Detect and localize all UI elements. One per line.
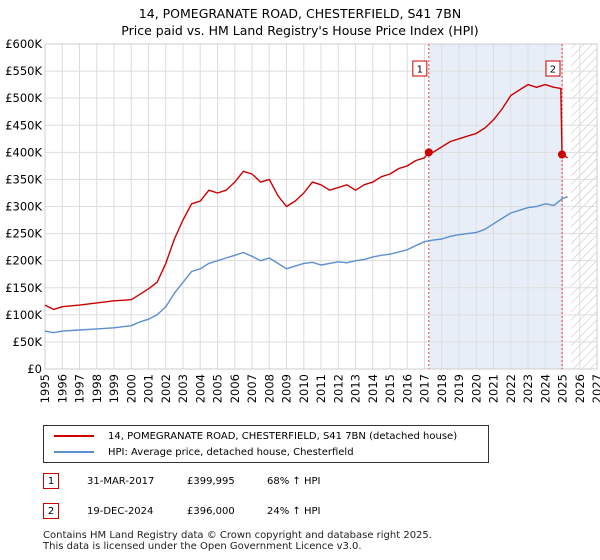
x-tick-label: 2004 [193, 374, 207, 403]
title-line-2: Price paid vs. HM Land Registry's House … [121, 23, 479, 38]
x-tick-label: 1997 [73, 374, 87, 403]
chart-title: 14, POMEGRANATE ROAD, CHESTERFIELD, S41 … [0, 5, 600, 39]
y-tick-label: £400K [5, 145, 42, 159]
legend-item-property: 14, POMEGRANATE ROAD, CHESTERFIELD, S41 … [54, 428, 457, 444]
x-tick-label: 2005 [211, 374, 225, 403]
annotation-row-1: 1 31-MAR-2017 £399,995 68% ↑ HPI [43, 473, 320, 489]
y-tick-label: £300K [5, 200, 42, 214]
footer-copyright: Contains HM Land Registry data © Crown c… [43, 530, 432, 541]
annotation-date: 31-MAR-2017 [87, 475, 155, 487]
x-tick-label: 1995 [38, 374, 52, 403]
x-tick-label: 2006 [228, 374, 242, 403]
legend-label-hpi: HPI: Average price, detached house, Ches… [108, 446, 354, 458]
x-tick-label: 2022 [504, 374, 518, 403]
annotation-badge: 1 [43, 473, 59, 489]
y-tick-label: £550K [5, 64, 42, 78]
annotation-row-2: 2 19-DEC-2024 £396,000 24% ↑ HPI [43, 503, 320, 519]
footer-licence: This data is licensed under the Open Gov… [43, 541, 362, 552]
x-tick-label: 2007 [245, 374, 259, 403]
property-price-line [44, 83, 569, 311]
annotation-badge: 2 [43, 503, 59, 519]
x-tick-label: 2021 [487, 374, 501, 403]
x-tick-label: 2009 [280, 374, 294, 403]
x-tick-label: 1999 [107, 374, 121, 403]
y-tick-label: £600K [5, 37, 42, 51]
y-tick-label: £200K [5, 254, 42, 268]
legend-swatch-property [54, 435, 94, 437]
x-tick-label: 1996 [55, 374, 69, 403]
y-tick-label: £50K [13, 335, 43, 349]
annotation-date: 19-DEC-2024 [87, 505, 154, 517]
footer: Contains HM Land Registry data © Crown c… [43, 530, 432, 552]
annotation-hpi-change: 68% ↑ HPI [267, 475, 321, 487]
y-tick-label: £500K [5, 91, 42, 105]
x-tick-label: 2012 [331, 374, 345, 403]
sale-point [424, 148, 433, 157]
x-tick-label: 2002 [159, 374, 173, 403]
x-tick-label: 2015 [383, 374, 397, 403]
sale-point [557, 150, 566, 159]
title-line-1: 14, POMEGRANATE ROAD, CHESTERFIELD, S41 … [138, 6, 462, 21]
x-tick-label: 2026 [573, 374, 587, 403]
sale-label-box [545, 60, 561, 77]
y-tick-label: £0 [27, 362, 42, 376]
x-tick-label: 2023 [521, 374, 535, 403]
x-tick-label: 2018 [435, 374, 449, 403]
x-tick-label: 1998 [90, 374, 104, 403]
x-tick-label: 2019 [452, 374, 466, 403]
x-tick-label: 2027 [590, 374, 600, 403]
y-tick-label: £150K [5, 281, 42, 295]
y-tick-label: £250K [5, 227, 42, 241]
x-tick-label: 2013 [349, 374, 363, 403]
x-tick-label: 2003 [176, 374, 190, 403]
x-tick-label: 2000 [124, 374, 138, 403]
x-tick-label: 2010 [297, 374, 311, 403]
x-tick-label: 2020 [469, 374, 483, 403]
legend: 14, POMEGRANATE ROAD, CHESTERFIELD, S41 … [43, 425, 489, 463]
hpi-line [44, 196, 568, 334]
legend-label-property: 14, POMEGRANATE ROAD, CHESTERFIELD, S41 … [108, 430, 458, 442]
sale-label: 1 [417, 65, 423, 76]
sale-label-box [412, 60, 428, 77]
x-tick-label: 2024 [538, 374, 552, 403]
x-tick-label: 2016 [400, 374, 414, 403]
plot-border [44, 43, 598, 370]
x-tick-label: 2011 [314, 374, 328, 403]
x-tick-label: 2025 [556, 374, 570, 403]
annotation-hpi-change: 24% ↑ HPI [267, 505, 321, 517]
x-tick-label: 2008 [262, 374, 276, 403]
x-tick-label: 2001 [142, 374, 156, 403]
y-tick-label: £100K [5, 308, 42, 322]
x-tick-label: 2017 [418, 374, 432, 403]
x-tick-label: 2014 [366, 374, 380, 403]
legend-swatch-hpi [54, 451, 94, 453]
annotation-price: £396,000 [187, 505, 235, 517]
annotation-price: £399,995 [187, 475, 235, 487]
sale-label: 2 [550, 65, 556, 76]
y-tick-label: £450K [5, 118, 42, 132]
legend-item-hpi: HPI: Average price, detached house, Ches… [54, 444, 354, 460]
price-chart: £0 £50K £100K £150K £200K £250K £300K £350K £400… [5, 37, 600, 403]
y-tick-label: £350K [5, 172, 42, 186]
